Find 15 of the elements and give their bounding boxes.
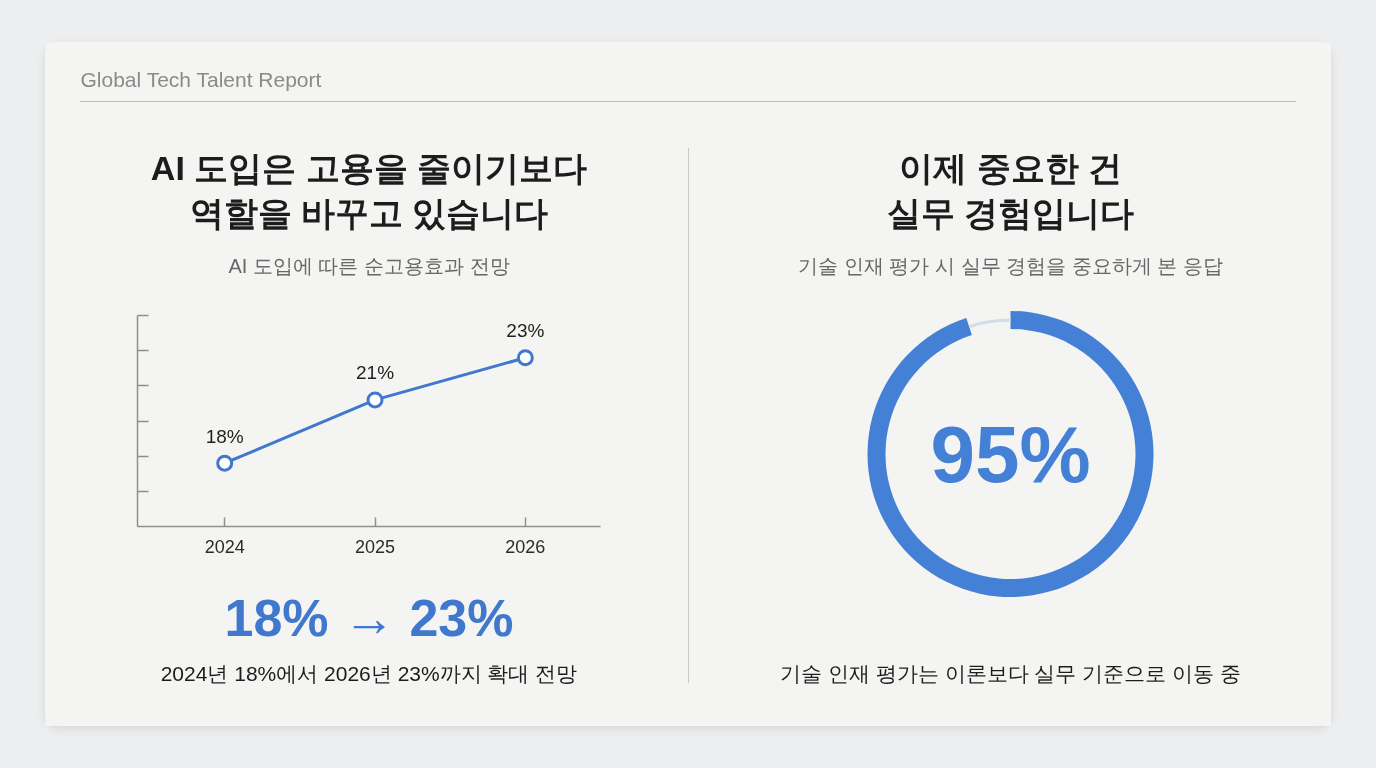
chart-subtitle: AI 도입에 따른 순고용효과 전망 — [228, 254, 510, 277]
text: 기술 인재 평가는 이론보다 실무 기준으로 이동 중 — [780, 662, 1241, 685]
data-label: 21% — [356, 362, 395, 384]
text: 2024년 18%에서 2026년 23%까지 확대 전망 — [160, 662, 578, 685]
x-tick-label: 2026 — [505, 536, 546, 557]
chart-title: AI 도입은 고용을 줄이기보다 역할을 바꾸고 있습니다 — [150, 148, 588, 232]
text: 18% → 23% — [224, 588, 514, 647]
chart-subtitle: 기술 인재 평가 시 실무 경험을 중요하게 본 응답 — [798, 254, 1223, 277]
text: Global Tech Talent Report — [80, 68, 322, 91]
chart-title: 이제 중요한 건 실무 경험입니다 — [886, 148, 1135, 232]
data-label: 23% — [506, 320, 545, 342]
data-label: 18% — [205, 425, 244, 447]
x-tick-label: 2024 — [204, 536, 245, 557]
data-label: 95% — [930, 409, 1091, 499]
x-tick-label: 2025 — [354, 536, 396, 557]
